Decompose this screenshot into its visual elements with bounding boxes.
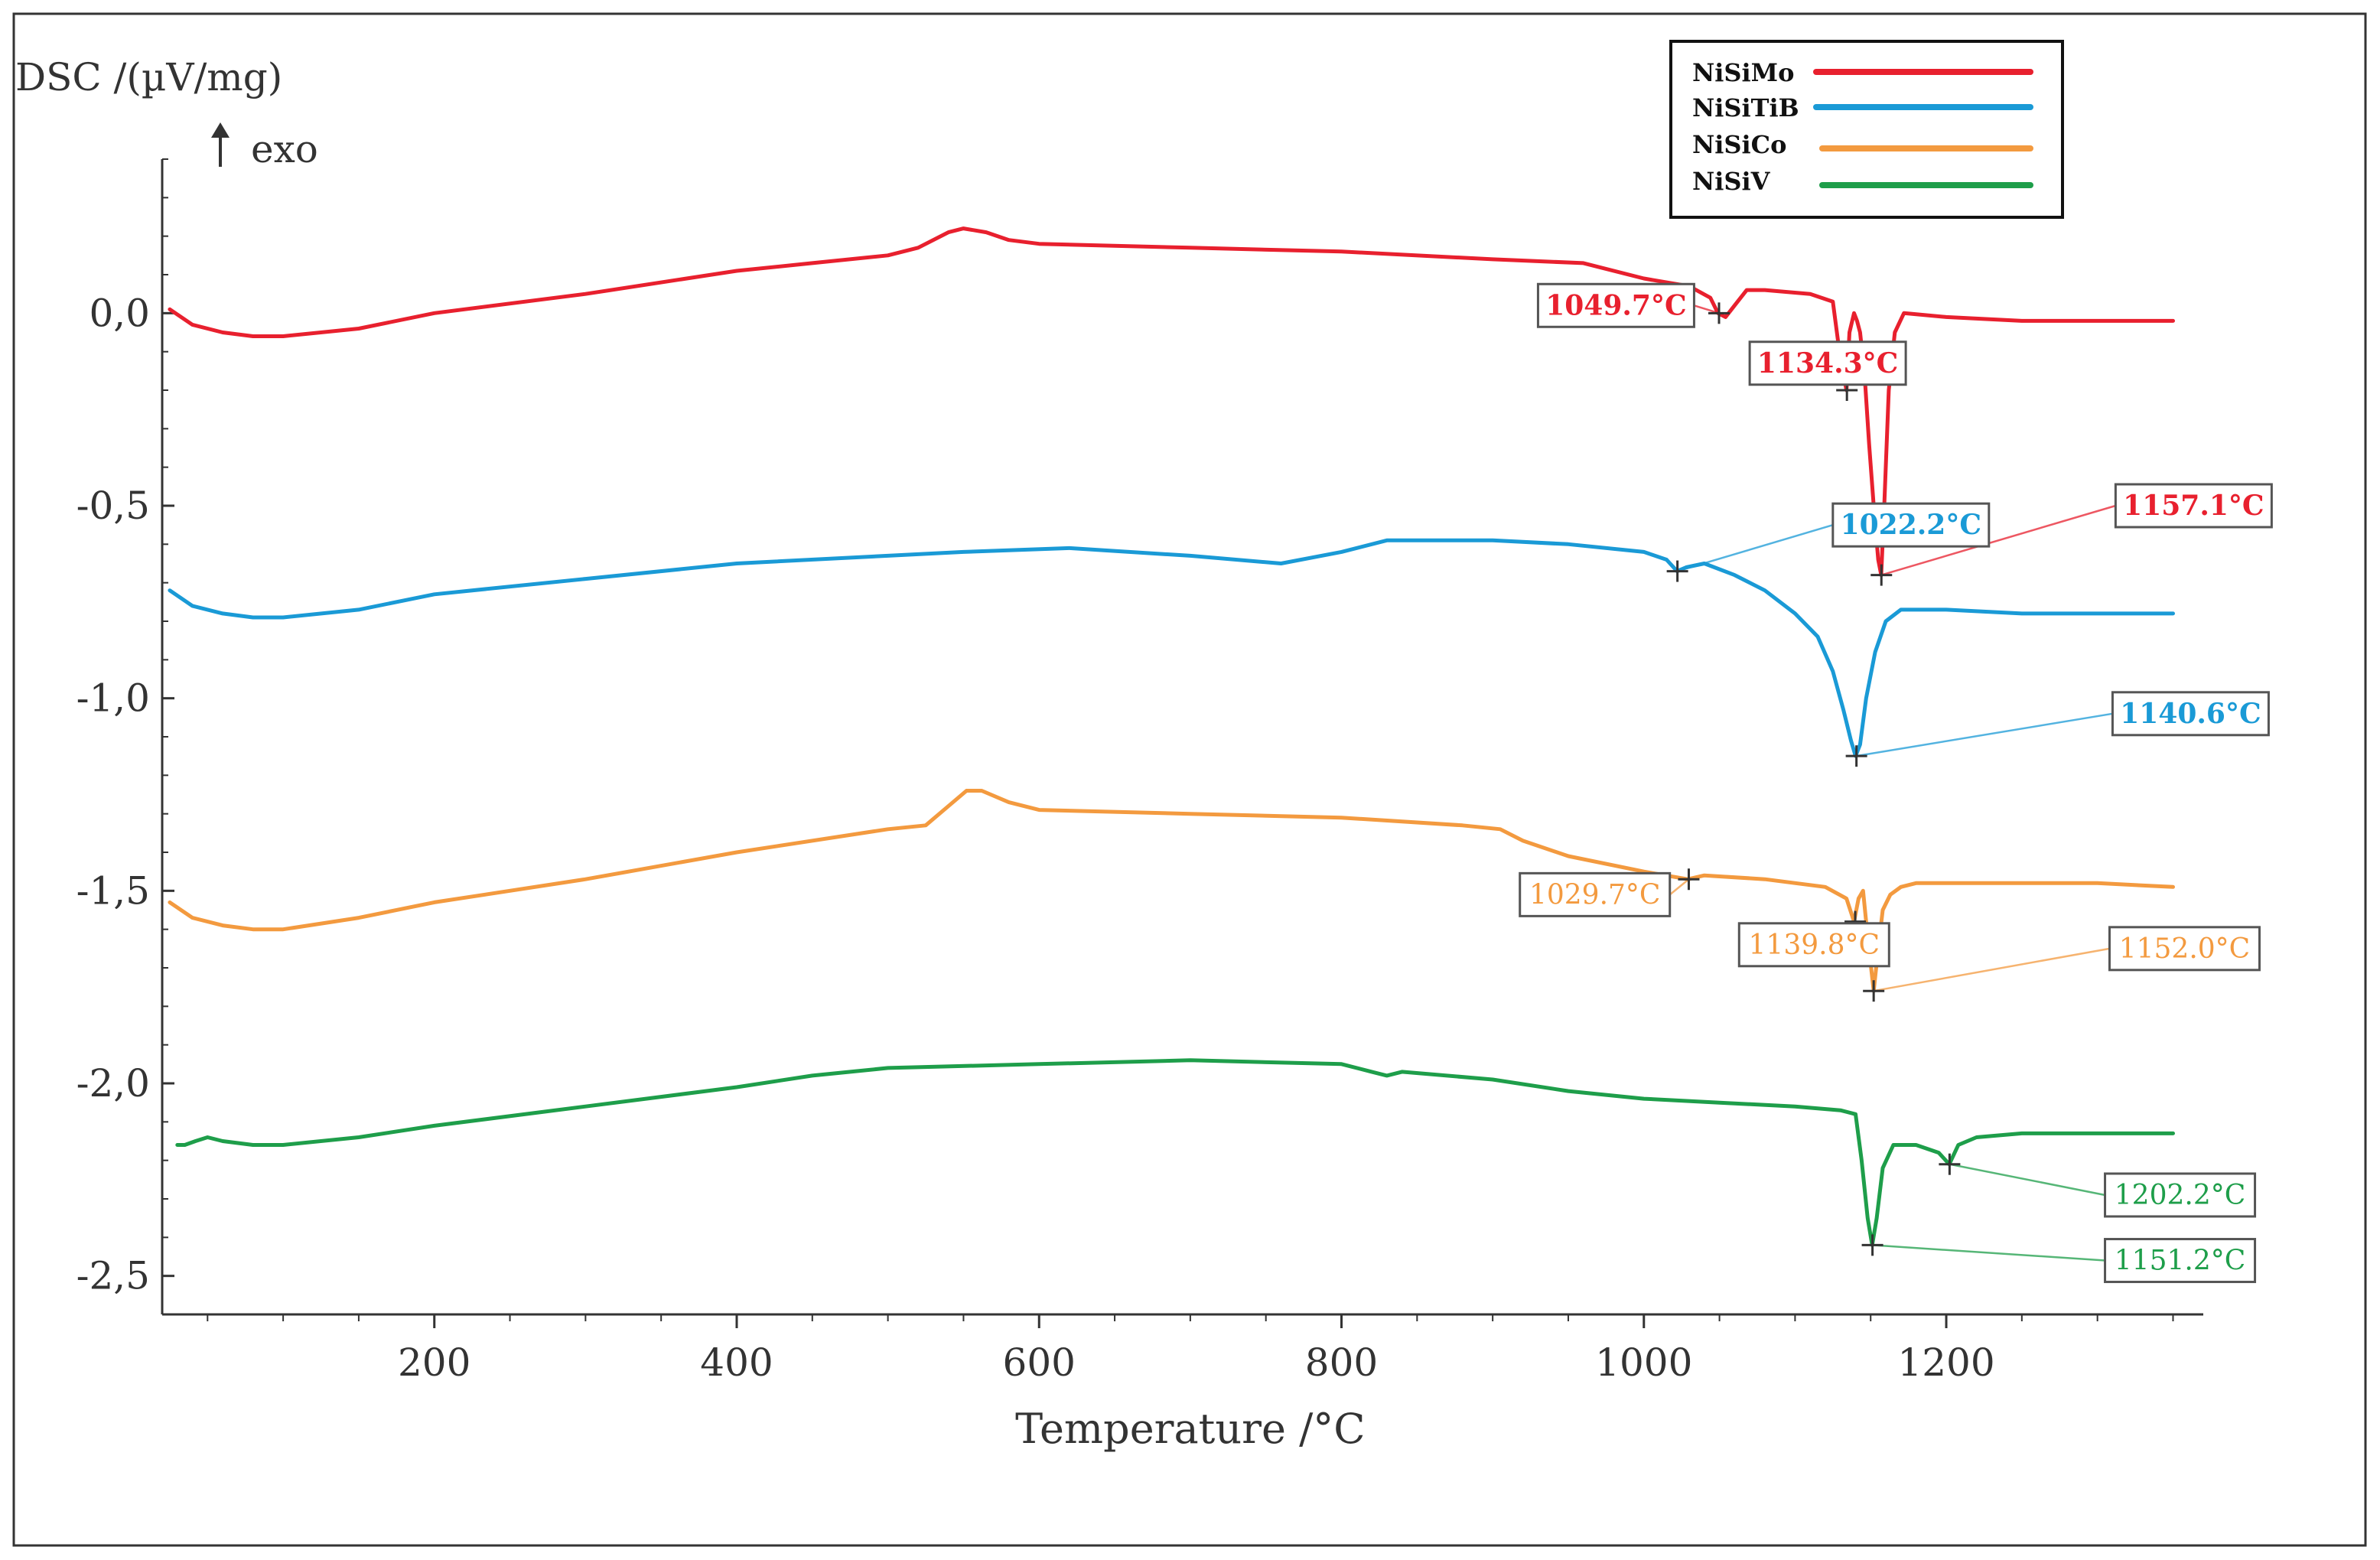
- legend-label: NiSiTiB: [1692, 93, 1799, 122]
- exo-indicator: exo: [211, 122, 318, 171]
- leader-line: [1669, 878, 1690, 896]
- annotation-label: 1134.3°C: [1757, 347, 1898, 379]
- peak-annotation: 1134.3°C: [1748, 340, 1907, 401]
- leader-line: [1880, 504, 2116, 576]
- peak-annotation: 1152.0°C: [1863, 926, 2261, 1002]
- peak-annotation: 1202.2°C: [1939, 1153, 2257, 1218]
- annotation-box: [1737, 922, 1890, 968]
- annotation-box: [2108, 926, 2261, 972]
- annotation-label: 1152.0°C: [2119, 933, 2251, 965]
- legend-label: NiSiMo: [1692, 58, 1794, 87]
- y-axis-title: DSC /(µV/mg): [15, 55, 282, 99]
- x-ticks: 200 400 600 800 1000 1200: [398, 1314, 1995, 1385]
- annotation-box: [2111, 691, 2270, 737]
- peak-annotation: 1022.2°C: [1666, 502, 1991, 582]
- leader-line: [1856, 712, 2113, 757]
- annotation-box: [1748, 340, 1907, 386]
- peak-annotation: 1151.2°C: [1861, 1234, 2257, 1284]
- peak-annotation: 1157.1°C: [1870, 483, 2273, 586]
- x-axis-title: Temperature /°C: [1015, 1405, 1365, 1453]
- legend: NiSiMo NiSiTiB NiSiCo NiSiV: [1669, 40, 2064, 219]
- annotation-box: [1519, 871, 1672, 917]
- leader-line: [1872, 1244, 2105, 1262]
- x-tick-label: 200: [398, 1340, 470, 1385]
- outer-frame: [12, 12, 2367, 1547]
- y-ticks: 0,0 -0,5 -1,0 -1,5 -2,0 -2,5: [77, 291, 174, 1298]
- annotation-box: [1831, 502, 1991, 548]
- legend-label: NiSiV: [1692, 167, 1771, 196]
- x-minor-ticks: [207, 1314, 2174, 1321]
- annotation-label: 1202.2°C: [2115, 1180, 2246, 1211]
- y-tick-label: -2,5: [77, 1254, 150, 1298]
- series-line-nisitib: [168, 538, 2175, 758]
- annotation-label: 1140.6°C: [2120, 698, 2261, 730]
- legend-label: NiSiCo: [1692, 130, 1786, 159]
- leader-line: [1873, 947, 2110, 992]
- peak-annotation: 1049.7°C: [1536, 282, 1730, 328]
- leader-line: [1677, 523, 1834, 572]
- peak-annotation: 1139.8°C: [1737, 910, 1890, 968]
- exo-label: exo: [251, 127, 318, 171]
- x-tick-label: 400: [700, 1340, 773, 1385]
- annotation-label: 1022.2°C: [1841, 509, 1981, 541]
- annotation-label: 1139.8°C: [1749, 930, 1880, 961]
- y-tick-label: -1,0: [77, 676, 150, 721]
- annotation-label: 1049.7°C: [1545, 289, 1686, 321]
- annotation-label: 1151.2°C: [2115, 1246, 2246, 1277]
- annotations: 1049.7°C 1134.3°C 1157.1°C 1022.2°C 1140.6°C…: [1519, 282, 2273, 1284]
- leader-line: [1949, 1163, 2105, 1197]
- annotation-box: [2114, 483, 2273, 529]
- series-line-nisiv: [175, 1058, 2175, 1247]
- annotation-label: 1029.7°C: [1529, 879, 1661, 910]
- x-tick-label: 1000: [1595, 1340, 1692, 1385]
- y-tick-label: -2,0: [77, 1061, 150, 1106]
- peak-annotation: 1140.6°C: [1845, 691, 2270, 767]
- annotation-box: [1536, 282, 1695, 328]
- x-tick-label: 1200: [1897, 1340, 1994, 1385]
- annotation-box: [2104, 1238, 2257, 1284]
- x-tick-label: 800: [1305, 1340, 1378, 1385]
- x-tick-label: 600: [1003, 1340, 1076, 1385]
- peak-annotation: 1029.7°C: [1519, 868, 1700, 917]
- annotation-box: [2104, 1172, 2257, 1218]
- annotation-label: 1157.1°C: [2123, 490, 2264, 522]
- y-tick-label: -1,5: [77, 868, 150, 913]
- leader-line: [1694, 305, 1720, 314]
- exo-arrowhead-icon: [211, 122, 230, 138]
- y-tick-label: -0,5: [77, 484, 150, 528]
- y-tick-label: 0,0: [89, 291, 150, 335]
